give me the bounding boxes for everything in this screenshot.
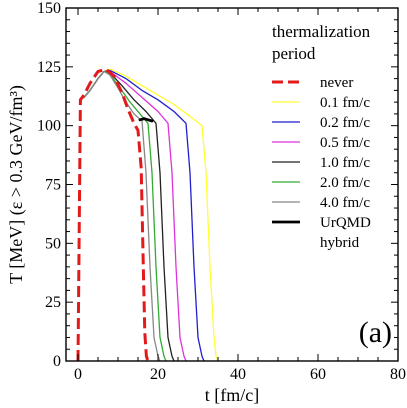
y-axis-title: T [MeV] (ε > 0.3 GeV/fm³) [6,85,27,284]
y-tick-label: 25 [45,294,61,311]
x-axis-title: t [fm/c] [205,385,259,405]
x-tick-label: 0 [74,366,82,383]
x-tick-label: 60 [310,366,326,383]
series-line-4-0-fm-c [83,70,161,361]
legend-title-line: thermalization [272,22,371,41]
x-tick-label: 80 [390,366,406,383]
legend-label-cont: hybrid [320,235,360,251]
y-tick-label: 0 [53,353,61,370]
legend-label: 0.5 fm/c [320,135,370,151]
legend-label: 4.0 fm/c [320,195,370,211]
panel-label: (a) [359,316,392,349]
y-tick-label: 125 [37,59,61,76]
legend-label: never [320,75,353,91]
legend-label: 0.2 fm/c [320,115,370,131]
legend-label: 1.0 fm/c [320,155,370,171]
legend-label: 2.0 fm/c [320,175,370,191]
legend-label: UrQMD [320,215,371,231]
legend-label: 0.1 fm/c [320,95,370,111]
series-line-never [76,67,150,361]
series-line-2-0-fm-c [83,70,167,361]
series-line-0-1-fm-c [83,68,219,361]
legend-title-line: period [272,44,316,63]
x-tick-label: 20 [150,366,166,383]
series-layer [76,67,219,361]
y-tick-label: 150 [37,0,61,17]
y-tick-label: 75 [45,177,61,194]
y-tick-label: 100 [37,118,61,135]
ticks-layer: 0 20 40 60 80 0 25 50 75 100 125 150 [37,0,406,383]
y-tick-label: 50 [45,235,61,252]
x-tick-label: 40 [230,366,246,383]
series-line-urqmd-hybrid [138,117,154,123]
